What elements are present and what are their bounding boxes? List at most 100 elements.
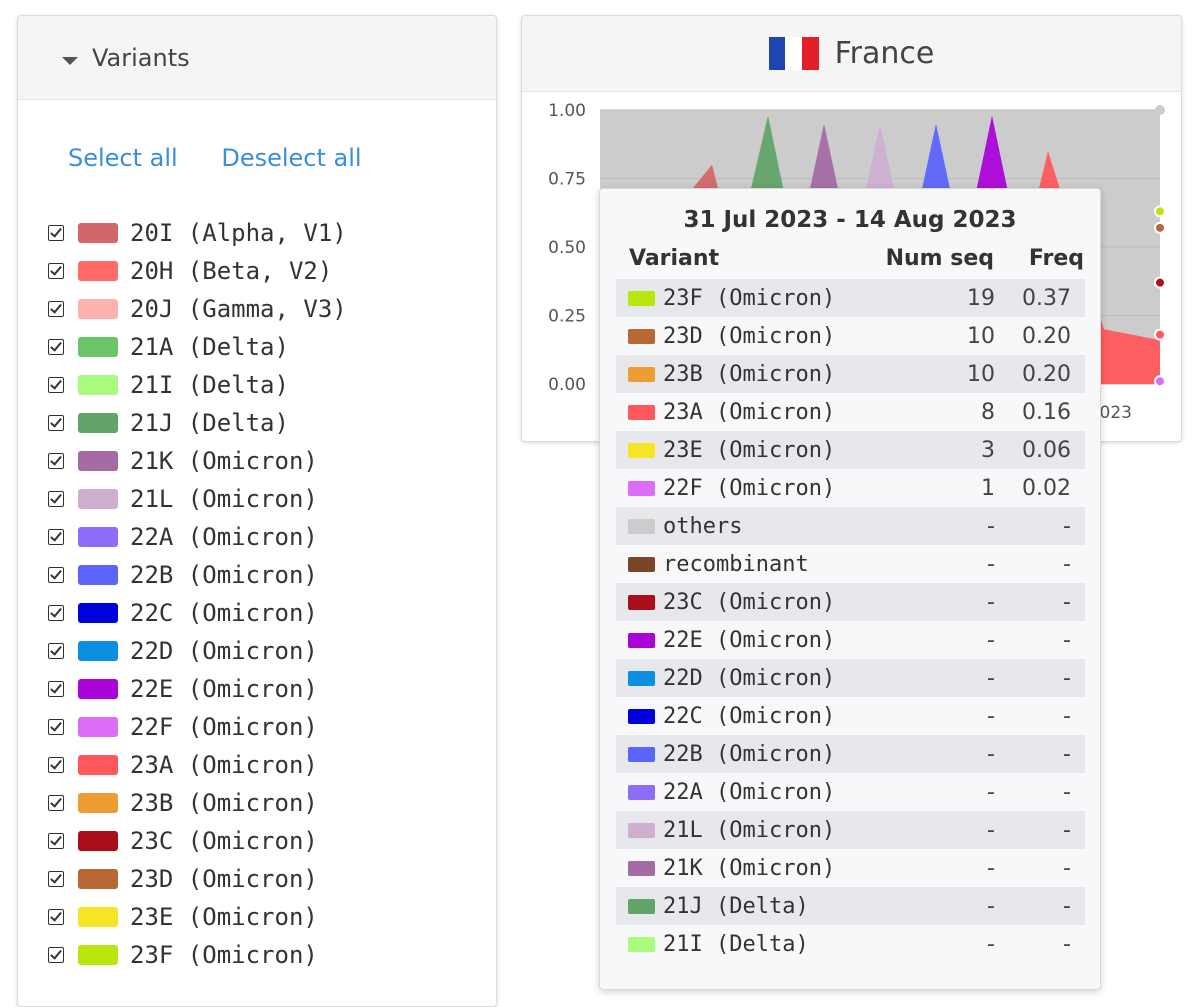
tooltip-freq: 0.37 <box>1022 285 1071 311</box>
variant-row[interactable]: 22E (Omicron) <box>48 670 347 708</box>
tooltip-freq: - <box>1063 589 1071 615</box>
tooltip-variant-name: 23E (Omicron) <box>663 437 836 463</box>
variant-color-swatch <box>78 755 118 775</box>
variants-header[interactable]: Variants <box>18 16 496 100</box>
variants-panel: Variants Select all Deselect all 20I (Al… <box>17 15 497 1007</box>
variant-row[interactable]: 21J (Delta) <box>48 404 347 442</box>
variant-row[interactable]: 21K (Omicron) <box>48 442 347 480</box>
tooltip-color-swatch <box>628 670 655 686</box>
tooltip-rows: 23F (Omicron) 19 0.37 23D (Omicron) 10 0.20 23… <box>616 279 1085 963</box>
tooltip-freq: - <box>1063 931 1071 957</box>
x-tick-label: 023 <box>1100 403 1132 423</box>
variant-row[interactable]: 22D (Omicron) <box>48 632 347 670</box>
variant-row[interactable]: 20I (Alpha, V1) <box>48 214 347 252</box>
tooltip-freq: 0.02 <box>1022 475 1071 501</box>
tooltip-color-swatch <box>628 328 655 344</box>
checkbox-icon[interactable] <box>48 947 64 963</box>
tooltip-col-variant: Variant <box>629 246 720 271</box>
variant-row[interactable]: 20J (Gamma, V3) <box>48 290 347 328</box>
variant-color-swatch <box>78 793 118 813</box>
tooltip-color-swatch <box>628 556 655 572</box>
tooltip-row: 22F (Omicron) 1 0.02 <box>616 469 1085 507</box>
tooltip-color-swatch <box>628 442 655 458</box>
checkbox-icon[interactable] <box>48 795 64 811</box>
tooltip-row: 22D (Omicron) - - <box>616 659 1085 697</box>
variant-color-swatch <box>78 223 118 243</box>
variant-label: 23C (Omicron) <box>130 827 318 855</box>
variant-row[interactable]: 22C (Omicron) <box>48 594 347 632</box>
variant-color-swatch <box>78 945 118 965</box>
tooltip-row: 23D (Omicron) 10 0.20 <box>616 317 1085 355</box>
tooltip-freq: - <box>1063 855 1071 881</box>
tooltip-variant-name: 23F (Omicron) <box>663 285 836 311</box>
variant-row[interactable]: 22F (Omicron) <box>48 708 347 746</box>
variant-row[interactable]: 22B (Omicron) <box>48 556 347 594</box>
variant-row[interactable]: 23A (Omicron) <box>48 746 347 784</box>
variant-color-swatch <box>78 603 118 623</box>
country-title: France <box>834 36 935 71</box>
caret-down-icon[interactable] <box>62 56 78 65</box>
end-marker <box>1155 105 1165 115</box>
checkbox-icon[interactable] <box>48 871 64 887</box>
variant-row[interactable]: 21L (Omicron) <box>48 480 347 518</box>
checkbox-icon[interactable] <box>48 643 64 659</box>
deselect-all-link[interactable]: Deselect all <box>221 144 362 172</box>
checkbox-icon[interactable] <box>48 567 64 583</box>
tooltip-variant-name: 22C (Omicron) <box>663 703 836 729</box>
checkbox-icon[interactable] <box>48 681 64 697</box>
tooltip-row: 22A (Omicron) - - <box>616 773 1085 811</box>
tooltip-variant-name: 22A (Omicron) <box>663 779 836 805</box>
checkbox-icon[interactable] <box>48 909 64 925</box>
tooltip-num-seq: - <box>987 513 995 539</box>
checkbox-icon[interactable] <box>48 453 64 469</box>
tooltip-row: 23F (Omicron) 19 0.37 <box>616 279 1085 317</box>
variant-label: 20H (Beta, V2) <box>130 257 333 285</box>
tooltip-num-seq: 3 <box>981 437 995 463</box>
tooltip-variant-name: others <box>663 513 743 539</box>
checkbox-icon[interactable] <box>48 301 64 317</box>
variant-label: 22E (Omicron) <box>130 675 318 703</box>
variant-row[interactable]: 21A (Delta) <box>48 328 347 366</box>
variant-row[interactable]: 23C (Omicron) <box>48 822 347 860</box>
checkbox-icon[interactable] <box>48 263 64 279</box>
variant-row[interactable]: 23B (Omicron) <box>48 784 347 822</box>
flag-stripe-blue <box>768 37 786 70</box>
checkbox-icon[interactable] <box>48 719 64 735</box>
tooltip-num-seq: 10 <box>967 323 995 349</box>
variant-row[interactable]: 20H (Beta, V2) <box>48 252 347 290</box>
tooltip-row: 22E (Omicron) - - <box>616 621 1085 659</box>
flag-stripe-red <box>801 37 819 70</box>
variant-label: 21L (Omicron) <box>130 485 318 513</box>
variant-label: 23F (Omicron) <box>130 941 318 969</box>
tooltip-row: 23C (Omicron) - - <box>616 583 1085 621</box>
variant-row[interactable]: 22A (Omicron) <box>48 518 347 556</box>
y-tick-label: 0.75 <box>548 170 586 190</box>
tooltip-variant-name: 23D (Omicron) <box>663 323 836 349</box>
variant-color-swatch <box>78 413 118 433</box>
tooltip-col-num: Num seq <box>885 246 994 271</box>
tooltip-num-seq: 10 <box>967 361 995 387</box>
variant-row[interactable]: 23F (Omicron) <box>48 936 347 974</box>
tooltip-variant-name: 22E (Omicron) <box>663 627 836 653</box>
y-tick-label: 0.25 <box>548 307 586 327</box>
checkbox-icon[interactable] <box>48 529 64 545</box>
checkbox-icon[interactable] <box>48 491 64 507</box>
checkbox-icon[interactable] <box>48 225 64 241</box>
checkbox-icon[interactable] <box>48 757 64 773</box>
variant-label: 21I (Delta) <box>130 371 289 399</box>
checkbox-icon[interactable] <box>48 339 64 355</box>
checkbox-icon[interactable] <box>48 833 64 849</box>
variant-row[interactable]: 23E (Omicron) <box>48 898 347 936</box>
tooltip-freq: - <box>1063 703 1071 729</box>
checkbox-icon[interactable] <box>48 377 64 393</box>
variant-list: 20I (Alpha, V1) 20H (Beta, V2) 20J (Gamma,… <box>48 214 347 974</box>
select-all-link[interactable]: Select all <box>68 144 178 172</box>
variant-label: 22C (Omicron) <box>130 599 318 627</box>
checkbox-icon[interactable] <box>48 415 64 431</box>
variant-row[interactable]: 21I (Delta) <box>48 366 347 404</box>
variant-row[interactable]: 23D (Omicron) <box>48 860 347 898</box>
tooltip-color-swatch <box>628 404 655 420</box>
tooltip-variant-name: 21L (Omicron) <box>663 817 836 843</box>
tooltip-variant-name: 23C (Omicron) <box>663 589 836 615</box>
checkbox-icon[interactable] <box>48 605 64 621</box>
